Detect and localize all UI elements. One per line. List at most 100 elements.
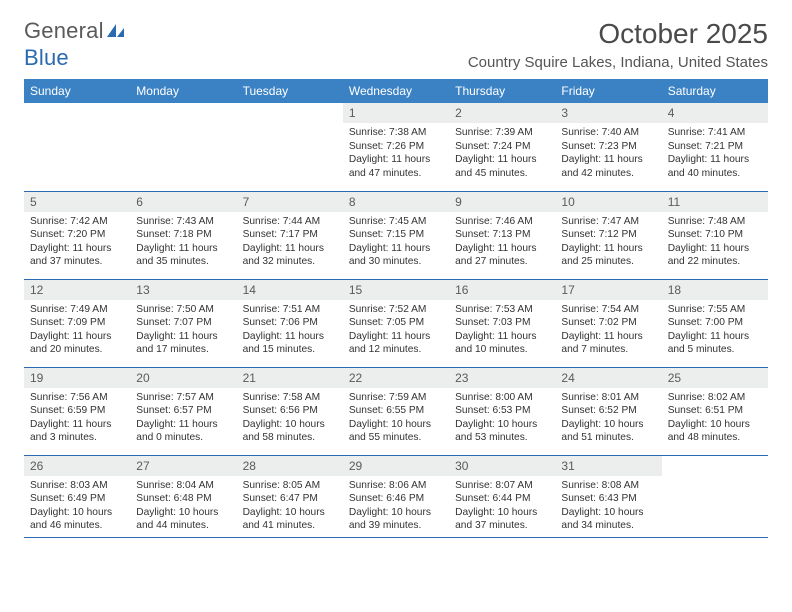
day-number: 13 (130, 280, 236, 300)
day-detail-text: Sunrise: 7:56 AM Sunset: 6:59 PM Dayligh… (24, 388, 130, 449)
calendar-day-cell: 16Sunrise: 7:53 AM Sunset: 7:03 PM Dayli… (449, 279, 555, 367)
day-detail-text: Sunrise: 8:01 AM Sunset: 6:52 PM Dayligh… (555, 388, 661, 449)
month-title: October 2025 (468, 18, 768, 50)
day-detail-text: Sunrise: 7:43 AM Sunset: 7:18 PM Dayligh… (130, 212, 236, 273)
day-header: Thursday (449, 79, 555, 103)
calendar-day-cell: 15Sunrise: 7:52 AM Sunset: 7:05 PM Dayli… (343, 279, 449, 367)
day-detail-text: Sunrise: 8:05 AM Sunset: 6:47 PM Dayligh… (237, 476, 343, 537)
calendar-day-cell: 17Sunrise: 7:54 AM Sunset: 7:02 PM Dayli… (555, 279, 661, 367)
logo-text: General Blue (24, 18, 126, 71)
day-header: Friday (555, 79, 661, 103)
calendar-day-cell: 26Sunrise: 8:03 AM Sunset: 6:49 PM Dayli… (24, 455, 130, 537)
calendar-week-row: 26Sunrise: 8:03 AM Sunset: 6:49 PM Dayli… (24, 455, 768, 537)
day-detail-text: Sunrise: 8:00 AM Sunset: 6:53 PM Dayligh… (449, 388, 555, 449)
day-number: 16 (449, 280, 555, 300)
day-number: 4 (662, 103, 768, 123)
day-detail-text: Sunrise: 7:41 AM Sunset: 7:21 PM Dayligh… (662, 123, 768, 184)
day-number: 9 (449, 192, 555, 212)
calendar-empty-cell (237, 103, 343, 191)
calendar-week-row: 19Sunrise: 7:56 AM Sunset: 6:59 PM Dayli… (24, 367, 768, 455)
day-detail-text: Sunrise: 8:08 AM Sunset: 6:43 PM Dayligh… (555, 476, 661, 537)
day-number: 31 (555, 456, 661, 476)
calendar-thead: SundayMondayTuesdayWednesdayThursdayFrid… (24, 79, 768, 103)
location-text: Country Squire Lakes, Indiana, United St… (468, 54, 768, 71)
day-detail-text: Sunrise: 7:42 AM Sunset: 7:20 PM Dayligh… (24, 212, 130, 273)
calendar-day-cell: 21Sunrise: 7:58 AM Sunset: 6:56 PM Dayli… (237, 367, 343, 455)
calendar-day-cell: 27Sunrise: 8:04 AM Sunset: 6:48 PM Dayli… (130, 455, 236, 537)
calendar-day-cell: 7Sunrise: 7:44 AM Sunset: 7:17 PM Daylig… (237, 191, 343, 279)
calendar-table: SundayMondayTuesdayWednesdayThursdayFrid… (24, 79, 768, 537)
calendar-day-cell: 6Sunrise: 7:43 AM Sunset: 7:18 PM Daylig… (130, 191, 236, 279)
calendar-day-cell: 20Sunrise: 7:57 AM Sunset: 6:57 PM Dayli… (130, 367, 236, 455)
calendar-week-row: 12Sunrise: 7:49 AM Sunset: 7:09 PM Dayli… (24, 279, 768, 367)
day-detail-text: Sunrise: 7:45 AM Sunset: 7:15 PM Dayligh… (343, 212, 449, 273)
day-number: 21 (237, 368, 343, 388)
day-number: 30 (449, 456, 555, 476)
day-detail-text: Sunrise: 8:02 AM Sunset: 6:51 PM Dayligh… (662, 388, 768, 449)
calendar-day-cell: 10Sunrise: 7:47 AM Sunset: 7:12 PM Dayli… (555, 191, 661, 279)
day-detail-text: Sunrise: 7:50 AM Sunset: 7:07 PM Dayligh… (130, 300, 236, 361)
calendar-day-cell: 14Sunrise: 7:51 AM Sunset: 7:06 PM Dayli… (237, 279, 343, 367)
calendar-day-cell: 4Sunrise: 7:41 AM Sunset: 7:21 PM Daylig… (662, 103, 768, 191)
day-detail-text: Sunrise: 8:03 AM Sunset: 6:49 PM Dayligh… (24, 476, 130, 537)
day-detail-text: Sunrise: 7:48 AM Sunset: 7:10 PM Dayligh… (662, 212, 768, 273)
logo-sail-icon (106, 19, 126, 45)
day-detail-text: Sunrise: 7:54 AM Sunset: 7:02 PM Dayligh… (555, 300, 661, 361)
day-detail-text: Sunrise: 7:39 AM Sunset: 7:24 PM Dayligh… (449, 123, 555, 184)
day-number: 5 (24, 192, 130, 212)
calendar-day-cell: 3Sunrise: 7:40 AM Sunset: 7:23 PM Daylig… (555, 103, 661, 191)
calendar-day-cell: 9Sunrise: 7:46 AM Sunset: 7:13 PM Daylig… (449, 191, 555, 279)
day-number: 1 (343, 103, 449, 123)
day-number: 11 (662, 192, 768, 212)
day-detail-text: Sunrise: 7:46 AM Sunset: 7:13 PM Dayligh… (449, 212, 555, 273)
calendar-day-cell: 24Sunrise: 8:01 AM Sunset: 6:52 PM Dayli… (555, 367, 661, 455)
calendar-day-cell: 29Sunrise: 8:06 AM Sunset: 6:46 PM Dayli… (343, 455, 449, 537)
calendar-day-cell: 11Sunrise: 7:48 AM Sunset: 7:10 PM Dayli… (662, 191, 768, 279)
day-detail-text: Sunrise: 7:58 AM Sunset: 6:56 PM Dayligh… (237, 388, 343, 449)
day-detail-text: Sunrise: 7:38 AM Sunset: 7:26 PM Dayligh… (343, 123, 449, 184)
day-number: 26 (24, 456, 130, 476)
day-detail-text: Sunrise: 8:04 AM Sunset: 6:48 PM Dayligh… (130, 476, 236, 537)
day-header: Tuesday (237, 79, 343, 103)
day-number: 19 (24, 368, 130, 388)
calendar-day-cell: 12Sunrise: 7:49 AM Sunset: 7:09 PM Dayli… (24, 279, 130, 367)
day-detail-text: Sunrise: 7:40 AM Sunset: 7:23 PM Dayligh… (555, 123, 661, 184)
calendar-day-cell: 19Sunrise: 7:56 AM Sunset: 6:59 PM Dayli… (24, 367, 130, 455)
calendar-day-cell: 13Sunrise: 7:50 AM Sunset: 7:07 PM Dayli… (130, 279, 236, 367)
day-number: 28 (237, 456, 343, 476)
day-header: Wednesday (343, 79, 449, 103)
day-detail-text: Sunrise: 7:53 AM Sunset: 7:03 PM Dayligh… (449, 300, 555, 361)
calendar-day-cell: 30Sunrise: 8:07 AM Sunset: 6:44 PM Dayli… (449, 455, 555, 537)
page-header: General Blue October 2025 Country Squire… (24, 18, 768, 71)
day-detail-text: Sunrise: 8:07 AM Sunset: 6:44 PM Dayligh… (449, 476, 555, 537)
day-number: 23 (449, 368, 555, 388)
calendar-day-cell: 25Sunrise: 8:02 AM Sunset: 6:51 PM Dayli… (662, 367, 768, 455)
day-number: 3 (555, 103, 661, 123)
day-number: 15 (343, 280, 449, 300)
day-number: 17 (555, 280, 661, 300)
calendar-empty-cell (662, 455, 768, 537)
calendar-empty-cell (24, 103, 130, 191)
day-number: 20 (130, 368, 236, 388)
title-block: October 2025 Country Squire Lakes, India… (468, 18, 768, 71)
day-detail-text: Sunrise: 7:52 AM Sunset: 7:05 PM Dayligh… (343, 300, 449, 361)
day-detail-text: Sunrise: 7:47 AM Sunset: 7:12 PM Dayligh… (555, 212, 661, 273)
day-number: 22 (343, 368, 449, 388)
day-header-row: SundayMondayTuesdayWednesdayThursdayFrid… (24, 79, 768, 103)
calendar-day-cell: 5Sunrise: 7:42 AM Sunset: 7:20 PM Daylig… (24, 191, 130, 279)
calendar-week-row: 5Sunrise: 7:42 AM Sunset: 7:20 PM Daylig… (24, 191, 768, 279)
day-detail-text: Sunrise: 7:51 AM Sunset: 7:06 PM Dayligh… (237, 300, 343, 361)
day-number: 10 (555, 192, 661, 212)
logo-word2: Blue (24, 45, 69, 70)
day-detail-text: Sunrise: 7:59 AM Sunset: 6:55 PM Dayligh… (343, 388, 449, 449)
day-number: 8 (343, 192, 449, 212)
day-number: 7 (237, 192, 343, 212)
day-detail-text: Sunrise: 7:55 AM Sunset: 7:00 PM Dayligh… (662, 300, 768, 361)
calendar-body: 1Sunrise: 7:38 AM Sunset: 7:26 PM Daylig… (24, 103, 768, 537)
day-number: 18 (662, 280, 768, 300)
calendar-day-cell: 8Sunrise: 7:45 AM Sunset: 7:15 PM Daylig… (343, 191, 449, 279)
day-number: 25 (662, 368, 768, 388)
day-number: 14 (237, 280, 343, 300)
calendar-day-cell: 31Sunrise: 8:08 AM Sunset: 6:43 PM Dayli… (555, 455, 661, 537)
day-number: 24 (555, 368, 661, 388)
